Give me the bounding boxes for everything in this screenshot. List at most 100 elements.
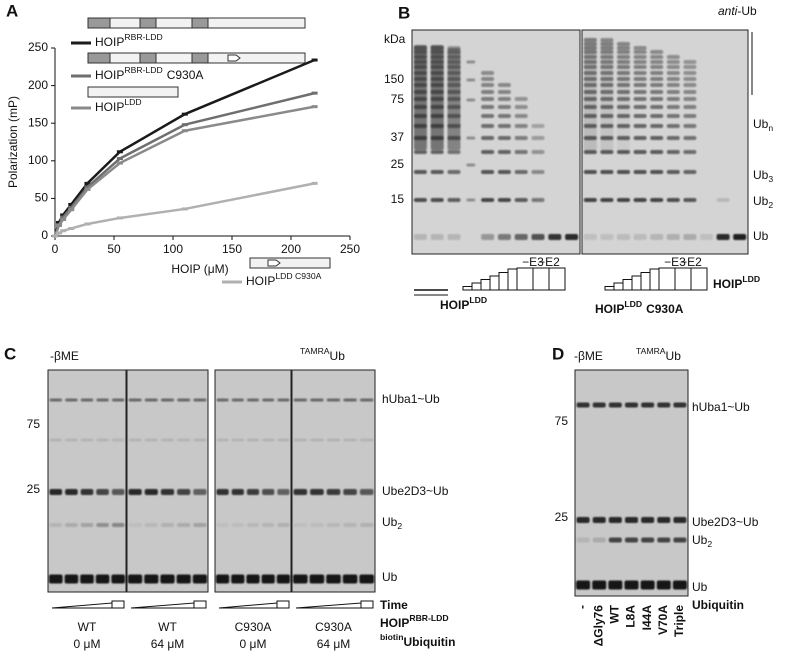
marker-label: 150 [384, 72, 404, 86]
ramp-step [640, 272, 651, 291]
gel-band [430, 97, 444, 101]
condition: -βME [574, 349, 603, 363]
gel-band [633, 170, 647, 174]
gel-band [583, 65, 597, 69]
panel-label: C [4, 344, 16, 363]
gel-band [600, 60, 614, 64]
y-tick-label: 150 [28, 115, 48, 129]
gel-band [650, 90, 664, 94]
gel-band [466, 98, 476, 102]
gel-band [246, 398, 260, 402]
marker-label: 75 [27, 417, 41, 431]
data-point [52, 234, 58, 238]
text: Ub [330, 349, 346, 363]
gel-band [466, 198, 476, 202]
gel-band [65, 489, 78, 495]
gel-band [531, 234, 545, 240]
gel-band [95, 574, 110, 584]
gel-band [683, 114, 697, 118]
gel-band [666, 170, 680, 174]
gel-band [640, 580, 655, 590]
gel-band [293, 489, 308, 495]
gel-band [497, 234, 511, 240]
ramp-wedge [130, 602, 195, 609]
ramp-box [111, 600, 125, 609]
gel-band [548, 234, 562, 240]
gel-band [413, 55, 427, 59]
data-point [68, 205, 75, 209]
text: HOIP [380, 616, 409, 630]
gel-band [625, 402, 638, 408]
probe-label: TAMRAUb [300, 346, 345, 363]
gel-band [64, 574, 79, 584]
lane-label: ΔGly76 [591, 605, 605, 647]
gel-band [650, 150, 664, 154]
name: HOIP [95, 68, 124, 82]
gel-band [514, 170, 528, 174]
gel-band [310, 438, 324, 442]
gel-band [583, 136, 597, 140]
sub: 2 [768, 200, 773, 210]
gel-band [193, 438, 207, 442]
gel-band [666, 124, 680, 128]
legend-label: HOIPLDD C930A [246, 271, 322, 288]
gel-band [413, 170, 427, 174]
gel-band [617, 55, 630, 59]
gel-band [633, 105, 647, 109]
gel-band [80, 438, 94, 442]
name: HOIP [95, 35, 124, 49]
gel-band [650, 60, 664, 64]
gel-band [326, 523, 341, 527]
gel-band [617, 124, 630, 128]
gel-band [617, 170, 630, 174]
sup: RBR-LDD [409, 613, 448, 623]
gel-band [633, 83, 647, 87]
gel-band [583, 105, 597, 109]
ramp-box [690, 267, 708, 291]
data-point [60, 229, 67, 233]
gel-band [413, 90, 427, 94]
gel-band [359, 574, 374, 584]
legend-label: HOIPRBR-LDD [95, 32, 163, 49]
suffix: C930A [646, 302, 684, 316]
gel-band [262, 438, 275, 442]
gel-band [650, 97, 664, 101]
gel-band [310, 523, 324, 527]
ramp-box [193, 600, 207, 609]
gel-band [650, 124, 664, 128]
control-label: −E3 [664, 255, 686, 269]
gel-band [447, 90, 461, 94]
band-label: Ub2 [692, 533, 712, 549]
gel-band [650, 65, 664, 69]
gel-band [96, 489, 109, 495]
gel-band [447, 46, 461, 50]
gel-band [600, 198, 614, 202]
panel-label: A [6, 1, 18, 20]
gel-band [111, 574, 125, 584]
gel-band [625, 517, 638, 523]
gel-band [49, 523, 63, 527]
marker-label: 25 [391, 157, 405, 171]
gel-band [683, 77, 697, 81]
gel-band [617, 97, 630, 101]
gel-band [481, 136, 495, 140]
gel-band [430, 77, 444, 81]
pre_sup: TAMRA [636, 346, 666, 356]
pre_sup: TAMRA [300, 346, 330, 356]
gel-band [497, 105, 511, 109]
gel-band [633, 60, 647, 64]
sup: RBR-LDD [124, 65, 162, 75]
gel-band [583, 50, 597, 54]
gel [47, 369, 127, 593]
data-point [181, 207, 188, 211]
gel-band [413, 46, 427, 50]
gel-band [277, 489, 290, 495]
gel-band [447, 136, 461, 140]
data-point [116, 216, 123, 220]
gel-band [481, 77, 495, 81]
data-point [311, 181, 318, 185]
gel-band [633, 65, 647, 69]
gel-band [592, 580, 607, 590]
gel-band [261, 574, 275, 584]
gel-band [576, 517, 590, 523]
